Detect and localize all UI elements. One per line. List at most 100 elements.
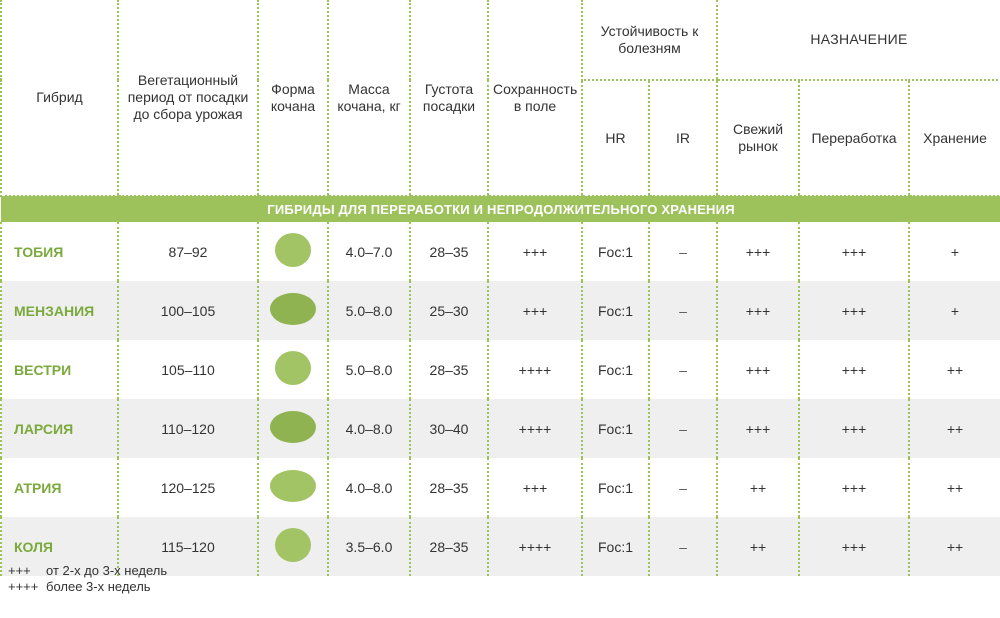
- header-storage: Хранение: [907, 80, 1000, 197]
- hybrid-table: Гибрид Вегетационный период от посадки д…: [0, 0, 1000, 576]
- hybrid-name: ЛАРСИЯ: [0, 399, 118, 458]
- processing-cell: +++: [798, 399, 909, 458]
- processing-cell: +++: [798, 517, 909, 576]
- hr-cell: Foc:1: [581, 517, 649, 576]
- legend-item: +++ от 2-х до 3-х недель: [8, 563, 167, 579]
- header-vegetation-period: Вегетационный период от посадки до сбора…: [117, 0, 258, 197]
- head-shape-cell: [257, 458, 328, 517]
- oval-head-icon: [270, 470, 316, 502]
- header-processing: Переработка: [798, 80, 909, 197]
- legend: +++ от 2-х до 3-х недель ++++ более 3-х нед…: [8, 563, 167, 595]
- round-head-icon: [275, 528, 311, 562]
- head-mass-cell: 5.0–8.0: [327, 340, 410, 399]
- table-row: АТРИЯ 120–125 4.0–8.0 28–35 +++ Foc:1– ++ +++ ++: [0, 458, 1000, 517]
- header-field-preservation: Сохранность в поле: [487, 0, 582, 197]
- legend-item: ++++ более 3-х недель: [8, 579, 167, 595]
- processing-cell: +++: [798, 458, 909, 517]
- head-mass-cell: 4.0–8.0: [327, 399, 410, 458]
- hr-cell: Foc:1: [581, 399, 649, 458]
- legend-symbol: +++: [8, 563, 31, 578]
- vegetation-period-cell: 110–120: [117, 399, 258, 458]
- preservation-cell: +++: [487, 458, 582, 517]
- hybrid-name: КОЛЯ: [0, 517, 118, 576]
- storage-cell: +: [907, 281, 1000, 340]
- ir-cell: –: [648, 222, 717, 281]
- hr-cell: Foc:1: [581, 281, 649, 340]
- hr-cell: Foc:1: [581, 222, 649, 281]
- table-row: ЛАРСИЯ 110–120 4.0–8.0 30–40 ++++ Foc:1– +++ ++…: [0, 399, 1000, 458]
- ir-cell: –: [648, 517, 717, 576]
- fresh-market-cell: ++: [716, 458, 799, 517]
- preservation-cell: ++++: [487, 340, 582, 399]
- head-mass-cell: 4.0–7.0: [327, 222, 410, 281]
- header-hybrid: Гибрид: [0, 0, 118, 197]
- hr-cell: Foc:1: [581, 340, 649, 399]
- head-shape-cell: [257, 340, 328, 399]
- round-head-icon: [275, 233, 311, 267]
- planting-density-cell: 28–35: [409, 517, 488, 576]
- table-row: ТОБИЯ 87–92 4.0–7.0 28–35 +++ Foc:1– +++ +++ +: [0, 222, 1000, 281]
- legend-symbol: ++++: [8, 579, 39, 594]
- storage-cell: ++: [907, 340, 1000, 399]
- ir-cell: –: [648, 281, 717, 340]
- planting-density-cell: 25–30: [409, 281, 488, 340]
- header-head-mass: Масса кочана, кг: [327, 0, 410, 197]
- header-fresh-market: Свежий рынок: [716, 80, 799, 197]
- vegetation-period-cell: 115–120: [117, 517, 258, 576]
- storage-cell: ++: [907, 517, 1000, 576]
- oval-head-icon: [270, 411, 316, 443]
- head-mass-cell: 5.0–8.0: [327, 281, 410, 340]
- head-shape-cell: [257, 399, 328, 458]
- ir-cell: –: [648, 399, 717, 458]
- preservation-cell: +++: [487, 281, 582, 340]
- fresh-market-cell: ++: [716, 517, 799, 576]
- storage-cell: ++: [907, 399, 1000, 458]
- header-hr: HR: [581, 80, 649, 197]
- planting-density-cell: 28–35: [409, 222, 488, 281]
- preservation-cell: +++: [487, 222, 582, 281]
- ir-cell: –: [648, 458, 717, 517]
- header-purpose: НАЗНАЧЕНИЕ: [715, 0, 1000, 81]
- table-row: КОЛЯ 115–120 3.5–6.0 28–35 ++++ Foc:1– ++ +++ ++: [0, 517, 1000, 576]
- oval-head-icon: [270, 293, 316, 325]
- legend-text: более 3-х недель: [46, 579, 151, 594]
- vegetation-period-cell: 105–110: [117, 340, 258, 399]
- hybrid-name: АТРИЯ: [0, 458, 118, 517]
- processing-cell: +++: [798, 281, 909, 340]
- hybrid-name: ВЕСТРИ: [0, 340, 118, 399]
- vegetation-period-cell: 120–125: [117, 458, 258, 517]
- head-shape-cell: [257, 517, 328, 576]
- planting-density-cell: 28–35: [409, 458, 488, 517]
- table-row: МЕНЗАНИЯ 100–105 5.0–8.0 25–30 +++ Foc:1– +++ +…: [0, 281, 1000, 340]
- hybrid-name: ТОБИЯ: [0, 222, 118, 281]
- storage-cell: ++: [907, 458, 1000, 517]
- fresh-market-cell: +++: [716, 399, 799, 458]
- ir-cell: –: [648, 340, 717, 399]
- hybrid-name: МЕНЗАНИЯ: [0, 281, 118, 340]
- head-shape-cell: [257, 222, 328, 281]
- header-planting-density: Густота посадки: [409, 0, 488, 197]
- fresh-market-cell: +++: [716, 281, 799, 340]
- fresh-market-cell: +++: [716, 340, 799, 399]
- head-mass-cell: 3.5–6.0: [327, 517, 410, 576]
- section-banner: ГИБРИДЫ ДЛЯ ПЕРЕРАБОТКИ И НЕПРОДОЛЖИТЕЛЬ…: [1, 196, 1000, 222]
- head-mass-cell: 4.0–8.0: [327, 458, 410, 517]
- processing-cell: +++: [798, 340, 909, 399]
- planting-density-cell: 28–35: [409, 340, 488, 399]
- head-shape-cell: [257, 281, 328, 340]
- table-row: ВЕСТРИ 105–110 5.0–8.0 28–35 ++++ Foc:1– +++ ++…: [0, 340, 1000, 399]
- hr-cell: Foc:1: [581, 458, 649, 517]
- hybrid-table-container: Гибрид Вегетационный период от посадки д…: [0, 0, 1000, 576]
- legend-text: от 2-х до 3-х недель: [46, 563, 168, 578]
- storage-cell: +: [907, 222, 1000, 281]
- preservation-cell: ++++: [487, 399, 582, 458]
- header-head-shape: Форма кочана: [257, 0, 328, 197]
- header-disease-resistance: Устойчивость к болезням: [581, 0, 717, 81]
- round-head-icon: [275, 351, 311, 385]
- vegetation-period-cell: 87–92: [117, 222, 258, 281]
- fresh-market-cell: +++: [716, 222, 799, 281]
- processing-cell: +++: [798, 222, 909, 281]
- planting-density-cell: 30–40: [409, 399, 488, 458]
- preservation-cell: ++++: [487, 517, 582, 576]
- vegetation-period-cell: 100–105: [117, 281, 258, 340]
